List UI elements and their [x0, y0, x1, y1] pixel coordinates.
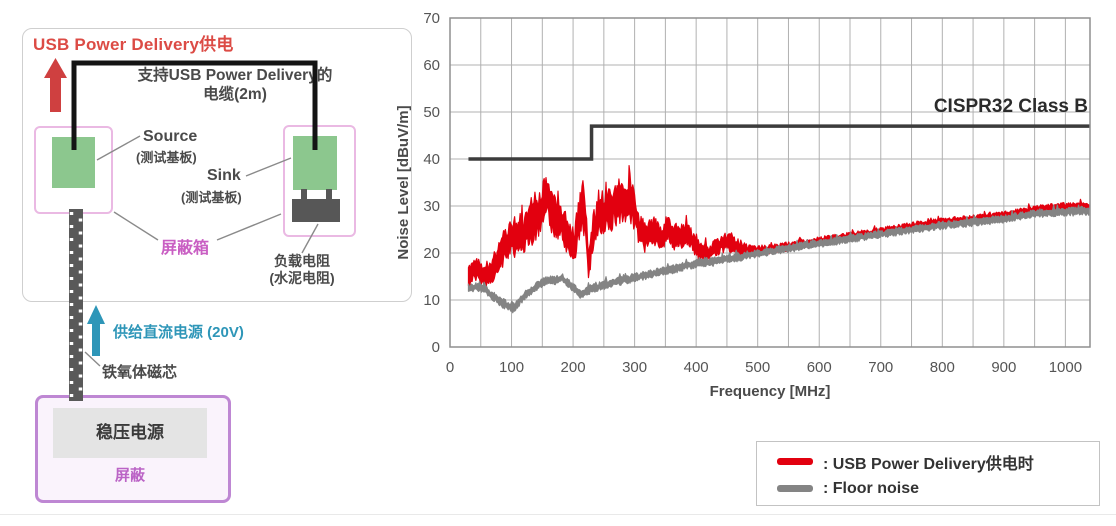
load-resistor-label: 负载电阻 (水泥电阻): [252, 253, 352, 287]
load-resistor: [292, 199, 340, 222]
x-tick-label: 1000: [1049, 359, 1082, 376]
x-axis-title: Frequency [MHz]: [710, 383, 831, 400]
load-resistor-line1: 负载电阻: [274, 253, 330, 269]
source-label: Source: [143, 128, 198, 145]
x-tick-label: 300: [622, 359, 647, 376]
legend-label-floor-noise: : Floor noise: [823, 479, 919, 497]
cable-label-line2: 电缆(2m): [203, 86, 267, 103]
cable-label: 支持USB Power Delivery的 电缆(2m): [105, 66, 365, 104]
y-tick-label: 70: [423, 10, 440, 27]
cable-label-line1: 支持USB Power Delivery的: [137, 67, 333, 84]
y-tick-label: 30: [423, 198, 440, 215]
legend-swatch-usb-pd: [777, 458, 813, 465]
limit-annotation: CISPR32 Class B: [934, 96, 1088, 117]
dc-supply-arrow-icon: [87, 305, 105, 356]
y-tick-label: 60: [423, 57, 440, 74]
x-tick-label: 500: [745, 359, 770, 376]
resistor-lead-left: [301, 189, 307, 199]
y-tick-label: 0: [432, 339, 440, 356]
chart-legend: : USB Power Delivery供电时 : Floor noise: [756, 441, 1100, 506]
x-tick-label: 900: [991, 359, 1016, 376]
legend-item-floor-noise: : Floor noise: [777, 480, 1099, 498]
x-tick-label: 700: [868, 359, 893, 376]
x-tick-label: 800: [930, 359, 955, 376]
source-sublabel: (测试基板): [136, 150, 197, 165]
resistor-lead-right: [326, 189, 332, 199]
legend-label-usb-pd: : USB Power Delivery供电时: [823, 455, 1034, 473]
dc-supply-label: 供给直流电源 (20V): [113, 324, 244, 341]
x-tick-label: 0: [446, 359, 454, 376]
cispr-limit-line: [468, 124, 1090, 161]
source-test-board: [52, 137, 95, 188]
series-trace-floor-noise: [467, 204, 1090, 314]
legend-swatch-floor-noise: [777, 485, 813, 492]
leader-ferrite: [84, 351, 101, 367]
x-tick-label: 100: [499, 359, 524, 376]
shield-box-label: 屏蔽箱: [161, 240, 210, 257]
bottom-divider: [0, 514, 1116, 515]
y-tick-label: 40: [423, 151, 440, 168]
psu-shield-label: 屏蔽: [114, 467, 145, 484]
x-tick-label: 400: [684, 359, 709, 376]
ferrite-core-label: 铁氧体磁芯: [102, 364, 178, 381]
load-resistor-line2: (水泥电阻): [269, 270, 335, 286]
y-tick-label: 20: [423, 245, 440, 262]
legend-item-usb-pd: : USB Power Delivery供电时: [777, 450, 1099, 474]
psu-unit: 稳压电源: [53, 408, 207, 458]
series-trace-usb-pd: [467, 165, 1090, 289]
y-tick-label: 10: [423, 292, 440, 309]
sink-test-board: [293, 136, 337, 190]
sink-label: Sink: [207, 167, 241, 184]
diagram-title: USB Power Delivery供电: [33, 35, 234, 54]
plot-border: [449, 17, 1091, 348]
x-tick-label: 200: [561, 359, 586, 376]
sink-sublabel: (测试基板): [181, 190, 242, 205]
x-tick-label: 600: [807, 359, 832, 376]
y-tick-label: 50: [423, 104, 440, 121]
